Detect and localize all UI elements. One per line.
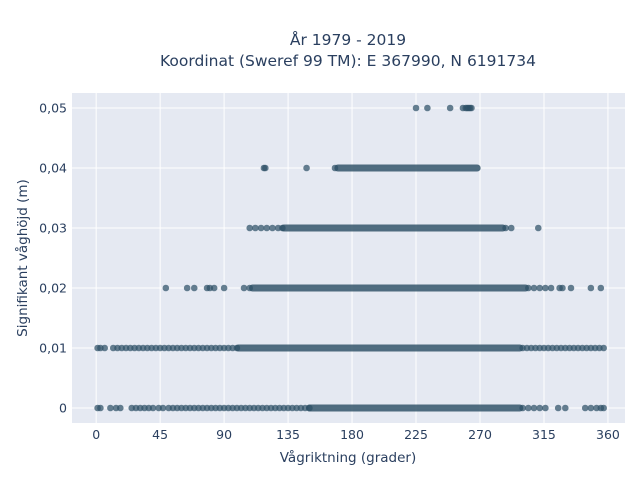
chart-title-line-2: Koordinat (Sweref 99 TM): E 367990, N 61… [160, 52, 536, 70]
x-tick-label: 90 [216, 427, 232, 442]
y-tick-label: 0,04 [39, 161, 67, 176]
scatter-points [94, 104, 607, 412]
y-axis-tick-labels: 0 0,01 0,02 0,03 0,04 0,05 [39, 101, 67, 416]
scatter-point [507, 224, 515, 232]
x-tick-label: 45 [152, 427, 168, 442]
scatter-point [252, 224, 259, 232]
scatter-point [117, 404, 124, 412]
scatter-point [587, 404, 595, 412]
scatter-point [536, 404, 544, 412]
x-tick-label: 315 [532, 427, 556, 442]
y-tick-label: 0,01 [39, 341, 67, 356]
scatter-point [519, 404, 526, 412]
y-tick-label: 0,02 [39, 281, 67, 296]
scatter-point [190, 284, 198, 292]
y-axis-title: Signifikant våghöjd (m) [14, 179, 31, 337]
scatter-point [269, 224, 276, 232]
x-axis-title: Vågriktning (grader) [280, 449, 417, 466]
y-tick-label: 0,03 [39, 221, 67, 236]
scatter-point [525, 284, 532, 292]
scatter-point [542, 284, 549, 292]
x-tick-label: 0 [92, 427, 100, 442]
scatter-point [257, 224, 265, 232]
scatter-point [246, 224, 253, 232]
y-tick-label: 0 [59, 401, 67, 416]
y-tick-label: 0,05 [39, 101, 67, 116]
scatter-point [183, 284, 191, 292]
scatter-point [530, 404, 538, 412]
scatter-point [97, 404, 104, 412]
scatter-point [412, 104, 420, 112]
x-tick-label: 135 [276, 427, 300, 442]
scatter-point [530, 284, 538, 292]
scatter-point [554, 404, 562, 412]
scatter-point [279, 224, 286, 232]
x-tick-label: 270 [468, 427, 492, 442]
scatter-point [262, 164, 269, 172]
scatter-point [547, 284, 555, 292]
scatter-point [446, 104, 454, 112]
scatter-point [306, 404, 313, 412]
scatter-point [536, 284, 544, 292]
scatter-point [159, 404, 167, 412]
scatter-point [525, 404, 532, 412]
scatter-point [534, 224, 542, 232]
scatter-point [597, 284, 605, 292]
scatter-point [600, 344, 607, 352]
scatter-point [561, 404, 569, 412]
scatter-point [331, 164, 339, 172]
scatter-point [246, 284, 253, 292]
scatter-point [263, 224, 271, 232]
scatter-point [233, 344, 241, 352]
scatter-point [581, 404, 589, 412]
scatter-point [587, 284, 595, 292]
scatter-point [567, 284, 575, 292]
scatter-point [107, 404, 114, 412]
x-tick-label: 225 [404, 427, 428, 442]
chart-title-line-1: År 1979 - 2019 [290, 30, 406, 49]
chart-title: År 1979 - 2019 Koordinat (Sweref 99 TM):… [160, 30, 536, 70]
x-tick-label: 360 [596, 427, 620, 442]
scatter-point [424, 104, 431, 112]
scatter-point [149, 404, 157, 412]
scatter-point [559, 284, 566, 292]
x-axis-tick-labels: 0 45 90 135 180 225 270 315 360 [92, 427, 620, 442]
plot-area [72, 93, 625, 423]
scatter-point [303, 164, 310, 172]
scatter-point [468, 104, 475, 112]
scatter-point [220, 284, 228, 292]
scatter-point [210, 284, 218, 292]
x-tick-label: 180 [340, 427, 364, 442]
scatter-point [542, 404, 549, 412]
scatter-point [101, 344, 108, 352]
scatter-point [502, 224, 509, 232]
scatter-point [600, 404, 607, 412]
scatter-point [162, 284, 170, 292]
scatter-point [240, 284, 248, 292]
